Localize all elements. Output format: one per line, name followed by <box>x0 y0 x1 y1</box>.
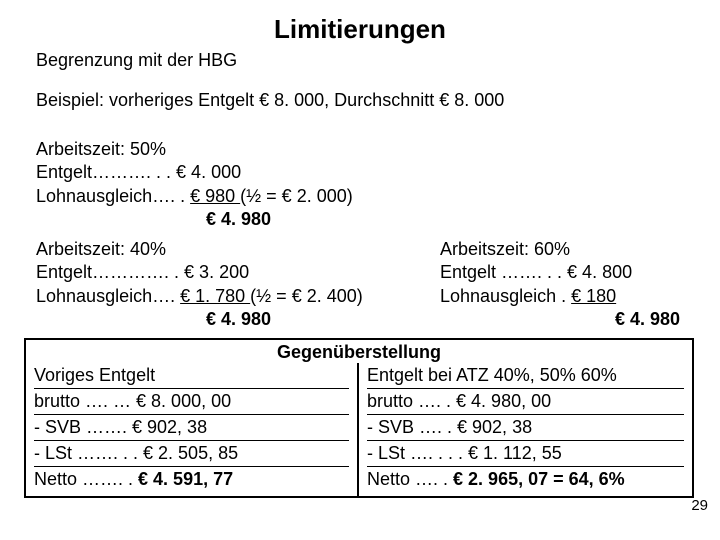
b50-l3a: Lohnausgleich…. . <box>36 186 190 206</box>
block-40: Arbeitszeit: 40% Entgelt…………. . € 3. 200… <box>36 238 363 332</box>
b40-l2: Entgelt…………. . € 3. 200 <box>36 261 363 284</box>
b40-l3a: Lohnausgleich…. <box>36 286 180 306</box>
b60-total: € 4. 980 <box>440 308 680 331</box>
left-lst: - LSt ……. . . € 2. 505, 85 <box>34 440 349 466</box>
b50-l1: Arbeitszeit: 50% <box>36 138 353 161</box>
left-netto-label: Netto ……. . <box>34 469 138 489</box>
block-50: Arbeitszeit: 50% Entgelt………. . . € 4. 00… <box>36 138 353 232</box>
example-line: Beispiel: vorheriges Entgelt € 8. 000, D… <box>36 90 504 111</box>
b40-total: € 4. 980 <box>206 308 363 331</box>
right-lst: - LSt …. . . . € 1. 112, 55 <box>367 440 684 466</box>
b50-l3: Lohnausgleich…. . € 980 (½ = € 2. 000) <box>36 185 353 208</box>
b40-l1: Arbeitszeit: 40% <box>36 238 363 261</box>
b40-l3: Lohnausgleich…. € 1. 780 (½ = € 2. 400) <box>36 285 363 308</box>
b50-l2: Entgelt………. . . € 4. 000 <box>36 161 353 184</box>
b60-l3: Lohnausgleich . € 180 <box>440 285 680 308</box>
b40-l3c: (½ = € 2. 400) <box>250 286 363 306</box>
right-header: Entgelt bei ATZ 40%, 50% 60% <box>367 363 684 388</box>
left-header: Voriges Entgelt <box>34 363 349 388</box>
b60-l3b: € 180 <box>571 286 616 306</box>
page-number: 29 <box>691 497 708 514</box>
right-netto-value: € 2. 965, 07 = 64, 6% <box>453 469 625 489</box>
right-netto: Netto …. . € 2. 965, 07 = 64, 6% <box>367 466 684 492</box>
left-brutto: brutto …. … € 8. 000, 00 <box>34 388 349 414</box>
b50-l3b: € 980 <box>190 186 240 206</box>
comparison-table: Gegenüberstellung Voriges Entgelt brutto… <box>24 338 694 498</box>
comparison-heading: Gegenüberstellung <box>26 340 692 363</box>
left-netto: Netto ……. . € 4. 591, 77 <box>34 466 349 492</box>
left-svb: - SVB ……. € 902, 38 <box>34 414 349 440</box>
b60-l1: Arbeitszeit: 60% <box>440 238 680 261</box>
b60-l3a: Lohnausgleich . <box>440 286 571 306</box>
subtitle: Begrenzung mit der HBG <box>36 50 237 71</box>
block-60: Arbeitszeit: 60% Entgelt ……. . . € 4. 80… <box>440 238 680 332</box>
right-brutto: brutto …. . € 4. 980, 00 <box>367 388 684 414</box>
slide-title: Limitierungen <box>0 14 720 45</box>
b60-l2: Entgelt ……. . . € 4. 800 <box>440 261 680 284</box>
comparison-col-right: Entgelt bei ATZ 40%, 50% 60% brutto …. .… <box>359 363 692 496</box>
right-netto-label: Netto …. . <box>367 469 453 489</box>
comparison-col-left: Voriges Entgelt brutto …. … € 8. 000, 00… <box>26 363 359 496</box>
b50-l3c: (½ = € 2. 000) <box>240 186 353 206</box>
right-svb: - SVB …. . € 902, 38 <box>367 414 684 440</box>
b40-l3b: € 1. 780 <box>180 286 250 306</box>
b50-total: € 4. 980 <box>206 208 353 231</box>
left-netto-value: € 4. 591, 77 <box>138 469 233 489</box>
